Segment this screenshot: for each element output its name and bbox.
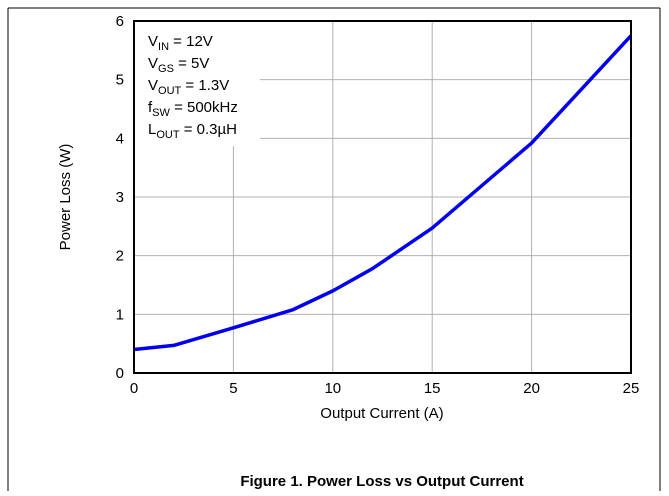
annotation: fSW = 500kHz bbox=[148, 99, 238, 119]
annotation-rest: = 12V bbox=[169, 33, 213, 50]
plot-frame bbox=[133, 20, 632, 374]
annotation-sub: OUT bbox=[156, 129, 180, 141]
x-tick-label: 15 bbox=[424, 380, 441, 397]
annotation: VGS = 5V bbox=[148, 55, 209, 75]
x-tick-label: 25 bbox=[623, 380, 640, 397]
annotation-rest: = 5V bbox=[174, 55, 209, 72]
y-tick-label: 3 bbox=[116, 189, 124, 206]
y-tick-label: 2 bbox=[116, 248, 124, 265]
annotation-main: f bbox=[148, 99, 153, 116]
x-tick-label: 0 bbox=[130, 380, 138, 397]
y-tick-label: 6 bbox=[116, 13, 124, 30]
annotation-box bbox=[135, 22, 260, 146]
x-tick-label: 5 bbox=[229, 380, 237, 397]
x-axis-label: Output Current (A) bbox=[320, 405, 443, 422]
annotation-rest: = 0.3µH bbox=[180, 121, 237, 138]
annotation-main: V bbox=[148, 33, 158, 50]
annotation-rest: = 500kHz bbox=[170, 99, 238, 116]
line bbox=[133, 34, 633, 352]
annotation-main: V bbox=[148, 55, 158, 72]
annotation-sub: SW bbox=[152, 107, 170, 119]
annotation: VOUT = 1.3V bbox=[148, 77, 229, 97]
annotation-sub: OUT bbox=[158, 85, 182, 97]
annotation-sub: IN bbox=[158, 41, 169, 53]
annotation: LOUT = 0.3µH bbox=[148, 121, 237, 141]
y-tick-label: 5 bbox=[116, 72, 124, 89]
y-tick-label: 0 bbox=[116, 365, 124, 382]
annotation-sub: GS bbox=[158, 63, 174, 75]
y-tick-label: 4 bbox=[116, 130, 124, 147]
annotation-rest: = 1.3V bbox=[181, 77, 229, 94]
x-tick-label: 10 bbox=[324, 380, 341, 397]
annotation: VIN = 12V bbox=[148, 33, 213, 53]
annotation-main: V bbox=[148, 77, 158, 94]
caption: Figure 1. Power Loss vs Output Current bbox=[240, 473, 523, 490]
x-tick-label: 20 bbox=[523, 380, 540, 397]
y-tick-label: 1 bbox=[116, 306, 124, 323]
annotation-main: L bbox=[148, 121, 156, 138]
y-axis-label: Power Loss (W) bbox=[57, 144, 74, 251]
